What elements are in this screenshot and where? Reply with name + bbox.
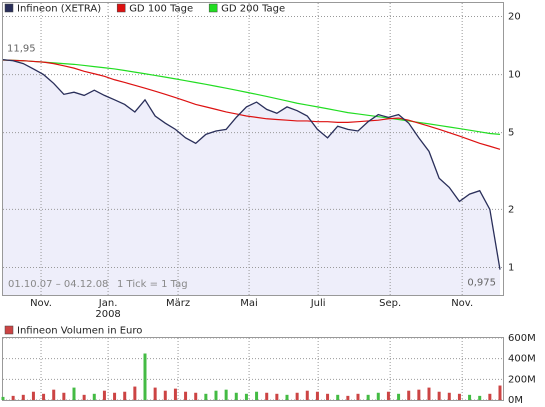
x-tick-label: Mai [240,298,258,309]
volume-bar [163,390,167,400]
legend-swatch [4,325,14,335]
value-label: 0,975 [467,278,496,289]
volume-bar [72,387,76,400]
volume-bar [356,393,360,400]
x-tick-label: Juli [310,298,326,309]
volume-bar [52,389,56,400]
volume-bar [386,391,390,400]
volume-bar [285,394,289,400]
series-line [2,59,501,150]
legend-swatch [4,3,14,13]
volume-bar [184,391,188,400]
volume-bar [153,387,157,400]
volume-plot: 0M 200M 400M 600M Infineon Volumen in Euro [1,325,536,406]
legend-label: Infineon Volumen in Euro [17,326,142,337]
legend-label: GD 200 Tage [221,4,285,15]
volume-bar [21,394,25,400]
y-tick-label: 200M [508,374,536,385]
volume-bar [244,393,248,400]
volume-bar [194,392,198,400]
price-area [3,59,500,295]
volume-bar [488,393,492,400]
volume-bar [498,385,502,400]
price-frame [2,2,504,296]
x-tick-label: März [166,298,190,309]
volume-bar [478,395,482,400]
volume-bar [407,390,411,400]
volume-bar [315,391,319,400]
legend-label: GD 100 Tage [129,4,193,15]
volume-bar [437,391,441,400]
y-tick-label: 2 [508,204,514,215]
volume-bar [62,392,66,400]
volume-bar [417,389,421,400]
volume-bar [173,388,177,400]
volume-bar [42,393,46,400]
volume-bar [102,390,106,400]
volume-bar [82,394,86,400]
volume-bar [234,392,238,400]
volume-bar [113,392,117,400]
volume-bar [457,393,461,400]
x-tick-label: Jan. [98,298,118,309]
volume-bar [265,392,269,400]
volume-bar [427,387,431,400]
volume-bar [305,390,309,400]
volume-bar [275,393,279,400]
volume-bar [214,390,218,400]
legend-swatch [208,3,218,13]
y-tick-label: 0M [508,395,523,406]
x-sublabel: 2008 [95,309,120,320]
volume-bar [31,391,35,400]
volume-bar [92,393,96,400]
volume-bar [295,392,299,400]
volume-bar [255,391,259,400]
volume-bar [336,394,340,400]
x-tick-label: Nov. [30,298,52,309]
tick-info: 1 Tick = 1 Tag [117,279,188,290]
volume-bar [224,389,228,400]
volume-bar [133,386,137,400]
y-tick-label: 10 [508,70,521,81]
x-tick-label: Sep. [379,298,401,309]
y-tick-label: 600M [508,333,536,344]
volume-bar [326,393,330,400]
volume-bar [204,393,208,400]
y-tick-label: 1 [508,262,514,273]
y-tick-label: 400M [508,354,536,365]
volume-bar [11,395,15,400]
series-line [2,59,501,270]
price-plot: 1 2 5 10 20 Nov. Jan. März Mai Juli Sep. Nov. 2008 11… [2,3,521,320]
volume-bar [468,394,472,400]
volume-bar [376,392,380,400]
date-range: 01.10.07 – 04.12.08 [8,279,108,290]
volume-bar [1,396,5,400]
volume-bar [366,394,370,400]
legend-label: Infineon (XETRA) [17,4,101,15]
volume-bar [346,395,350,400]
volume-bar [143,353,147,400]
x-tick-label: Nov. [451,298,473,309]
value-label: 11,95 [7,44,36,55]
y-tick-label: 5 [508,128,514,139]
volume-bar [447,392,451,400]
volume-bar [123,391,127,400]
y-tick-label: 20 [508,12,521,23]
legend-swatch [116,3,126,13]
volume-bar [397,393,401,400]
